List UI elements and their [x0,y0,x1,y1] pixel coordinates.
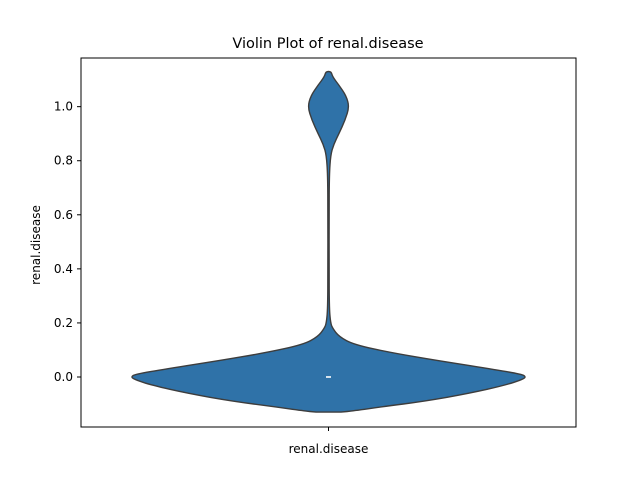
y-tick-label: 0.6 [54,208,73,222]
violin-layer [131,70,526,413]
y-tick-label: 0.8 [54,154,73,168]
violin-body [131,70,526,413]
y-tick-label: 0.2 [54,316,73,330]
x-axis: renal.disease [289,427,369,456]
y-axis: 0.0 0.2 0.4 0.6 0.8 1.0 [54,100,81,384]
chart-title: Violin Plot of renal.disease [232,36,423,52]
y-tick-label: 0.4 [54,262,73,276]
y-axis-label: renal.disease [29,205,43,285]
x-tick-label: renal.disease [289,442,369,456]
y-tick-label: 0.0 [54,370,73,384]
y-tick-label: 1.0 [54,100,73,114]
